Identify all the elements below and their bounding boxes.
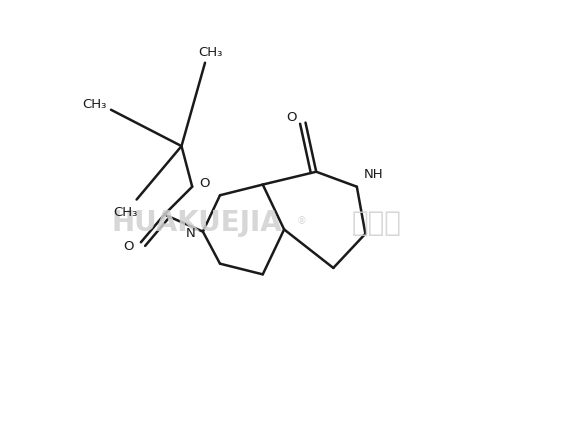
Text: NH: NH [363, 168, 383, 181]
Text: CH₃: CH₃ [82, 98, 107, 111]
Text: ®: ® [296, 216, 306, 226]
Text: O: O [287, 111, 297, 124]
Text: CH₃: CH₃ [198, 46, 222, 59]
Text: N: N [186, 227, 196, 240]
Text: 化学加: 化学加 [351, 209, 401, 237]
Text: O: O [124, 240, 134, 253]
Text: HUAKUEJIA: HUAKUEJIA [111, 209, 282, 237]
Text: O: O [199, 177, 209, 190]
Text: CH₃: CH₃ [114, 206, 138, 219]
